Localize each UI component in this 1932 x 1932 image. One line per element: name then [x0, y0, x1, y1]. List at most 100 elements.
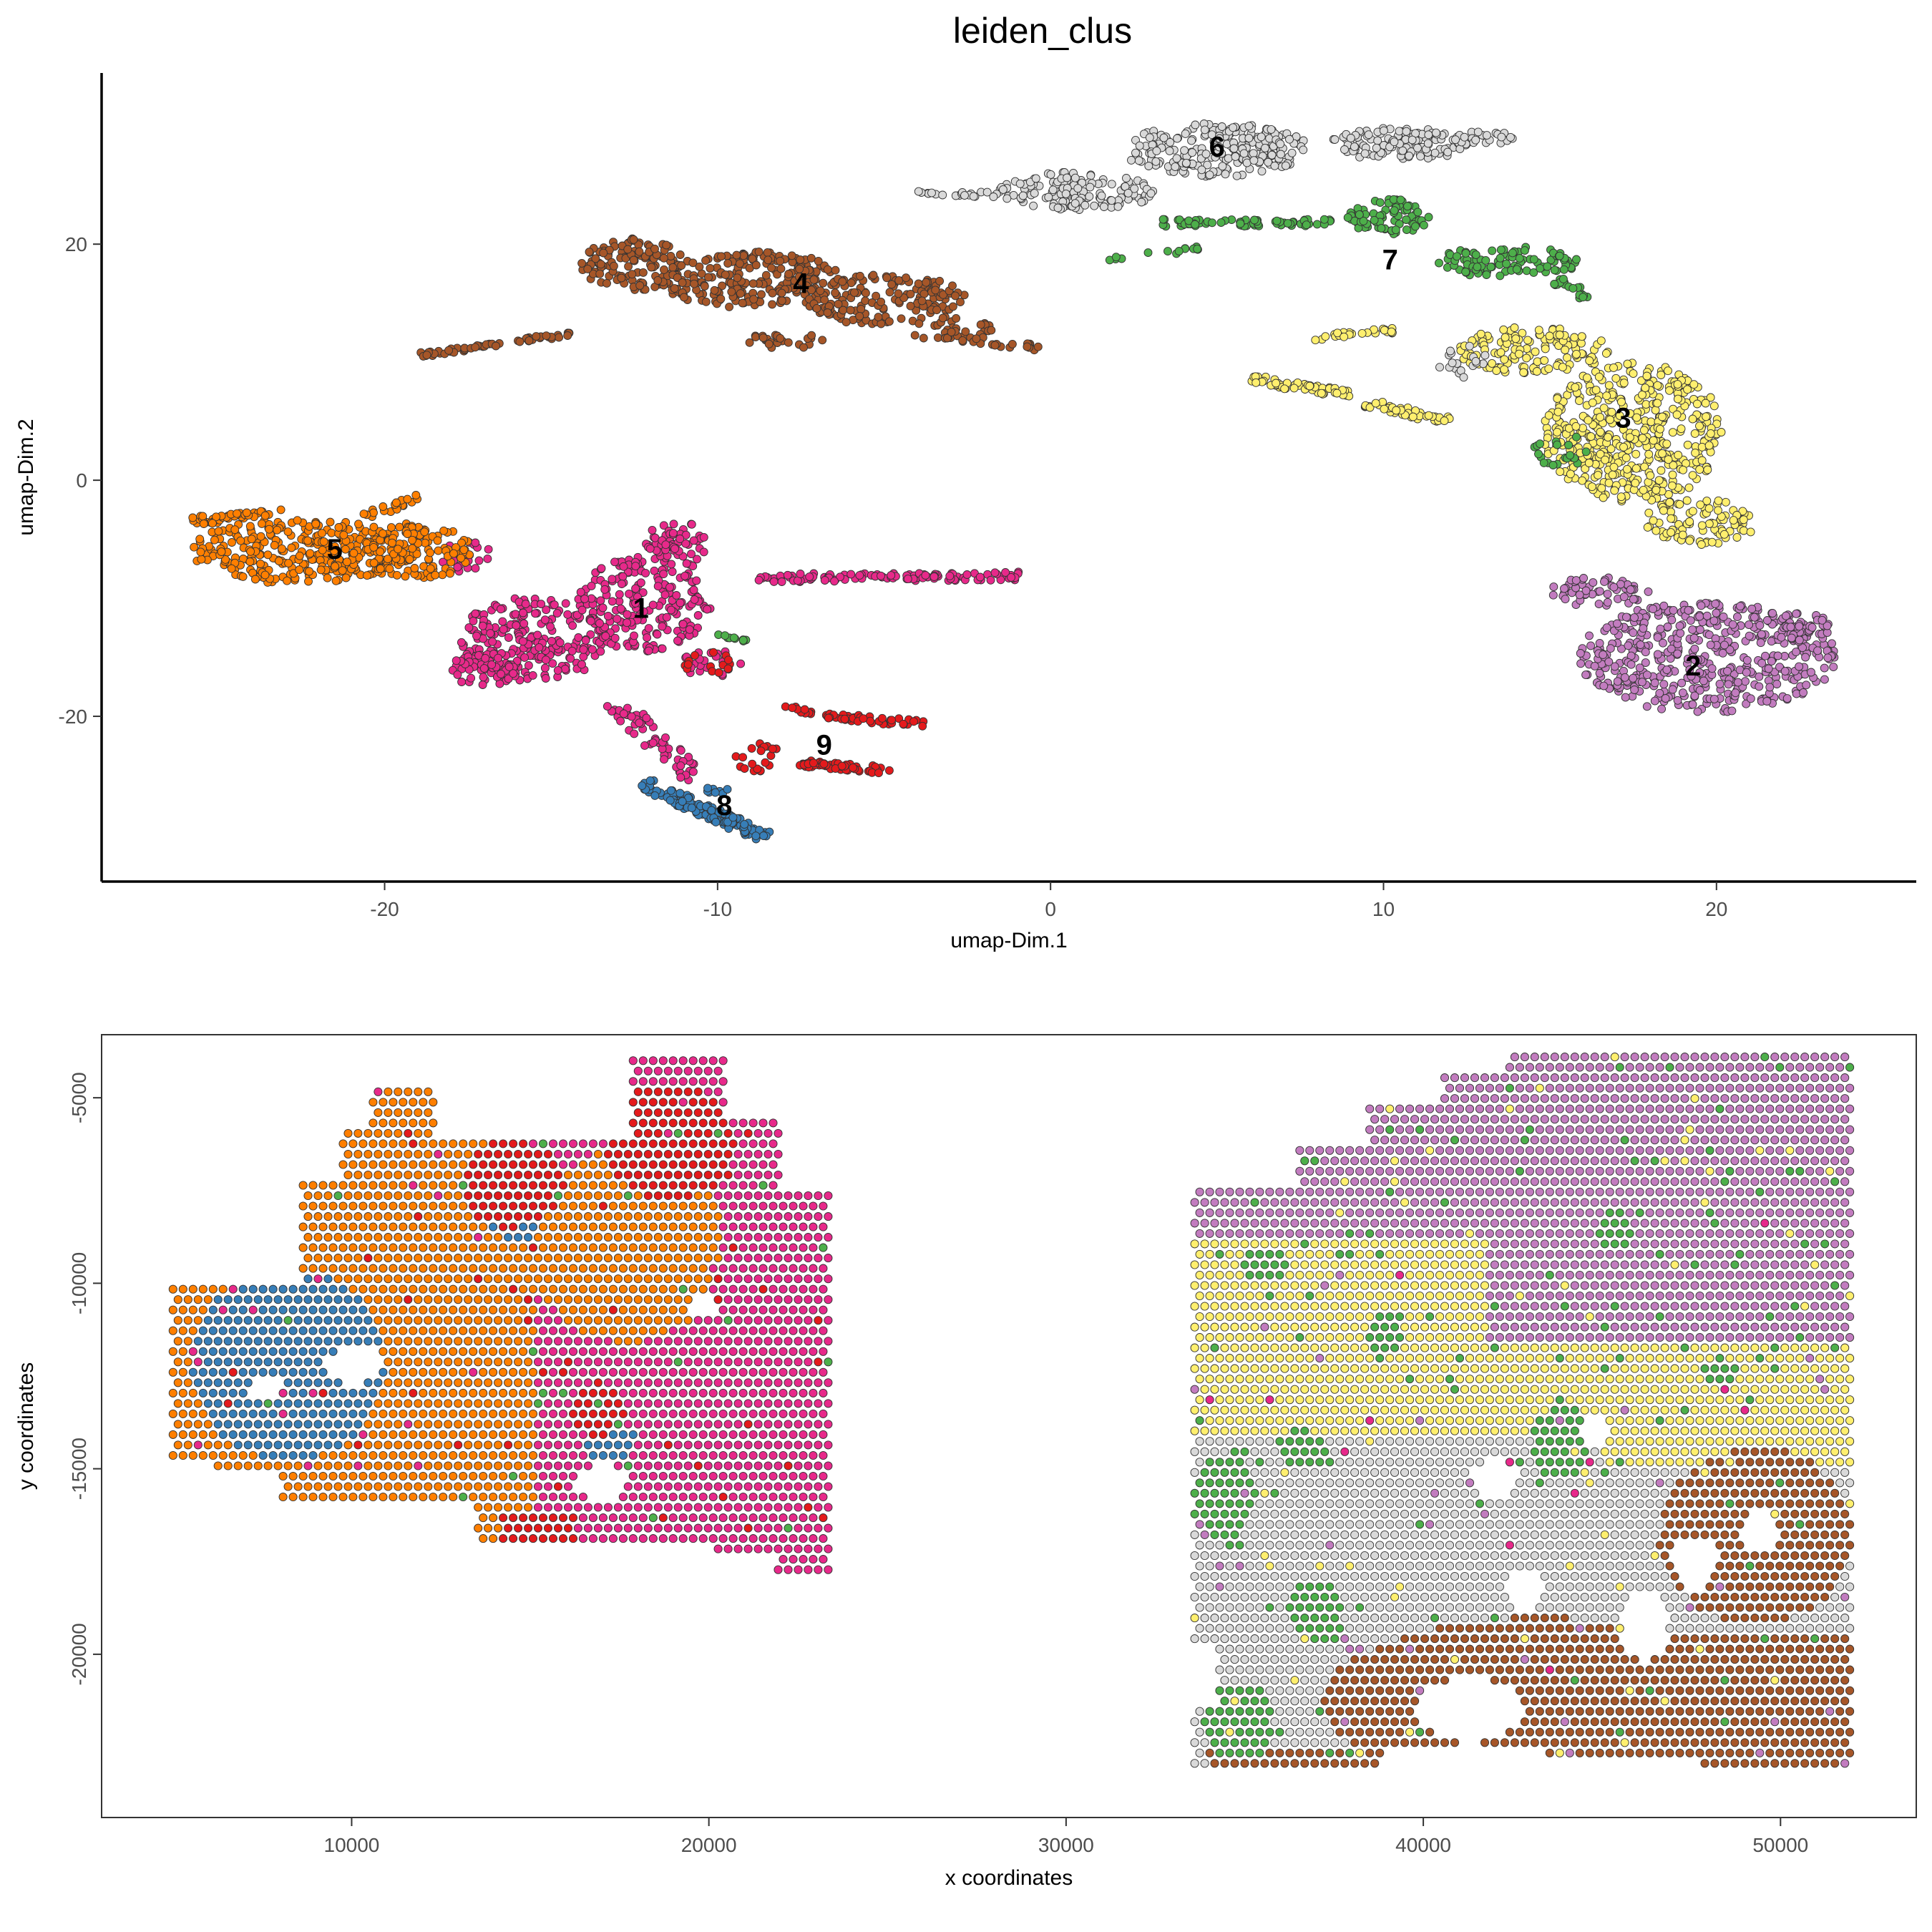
umap-point-cluster-3	[1656, 424, 1664, 434]
umap-point-cluster-4	[629, 255, 638, 265]
umap-points	[188, 119, 1839, 844]
spatial-spot-cluster-5	[573, 1191, 582, 1201]
umap-point-cluster-7	[1550, 265, 1559, 275]
spatial-spot-cluster-1	[819, 1201, 828, 1211]
umap-cluster-label-7: 7	[1382, 245, 1398, 276]
spatial-spot-cluster-9	[698, 1139, 708, 1148]
umap-point-cluster-1	[643, 633, 652, 643]
umap-point-cluster-6	[1465, 341, 1474, 351]
spatial-spot-cluster-5	[384, 1087, 393, 1096]
umap-point-cluster-6	[914, 187, 923, 196]
spatial-spot-cluster-1	[758, 1139, 768, 1148]
spatial-spot-cluster-9	[489, 1201, 498, 1211]
umap-point-cluster-2	[1746, 694, 1755, 703]
umap-point-cluster-3	[1683, 440, 1692, 449]
umap-point-cluster-5	[305, 567, 313, 576]
spatial-spot-cluster-5	[318, 1181, 328, 1190]
umap-point-cluster-1	[644, 646, 653, 655]
spatial-spot-cluster-9	[668, 1118, 678, 1128]
umap-point-cluster-4	[784, 338, 793, 347]
umap-point-cluster-4	[577, 258, 587, 268]
umap-point-cluster-1	[640, 741, 649, 750]
spatial-spot-cluster-9	[648, 1160, 658, 1169]
umap-point-cluster-2	[1745, 620, 1754, 630]
umap-point-cluster-2	[1736, 602, 1745, 611]
umap-point-cluster-3	[1665, 386, 1674, 395]
spatial-spot-cluster-5	[424, 1108, 433, 1117]
umap-point-cluster-2	[1807, 668, 1815, 677]
umap-point-cluster-3	[1533, 357, 1542, 366]
umap-point-cluster-4	[583, 264, 592, 273]
spatial-spot-cluster-9	[673, 1170, 683, 1180]
umap-point-cluster-4	[758, 333, 768, 342]
umap-point-cluster-3	[1685, 536, 1694, 545]
umap-point-cluster-2	[1724, 680, 1733, 689]
umap-point-cluster-2	[1719, 613, 1728, 621]
spatial-spot-cluster-9	[663, 1170, 673, 1180]
spatial-spot-cluster-9	[683, 1087, 693, 1096]
umap-point-cluster-3	[1667, 528, 1676, 537]
umap-point-cluster-3	[1597, 484, 1606, 493]
umap-point-cluster-4	[846, 306, 855, 315]
umap-point-cluster-7	[1111, 253, 1121, 262]
umap-point-cluster-3	[1340, 332, 1349, 341]
spatial-spot-cluster-5	[399, 1098, 408, 1107]
spatial-spot-cluster-9	[519, 1181, 528, 1190]
umap-point-cluster-4	[764, 339, 774, 348]
umap-point-cluster-3	[1739, 515, 1748, 525]
spatial-spot-cluster-7	[333, 1191, 343, 1201]
umap-point-cluster-6	[1031, 174, 1040, 183]
spatial-spot-cluster-9	[688, 1098, 698, 1107]
umap-point-cluster-1	[579, 645, 588, 654]
umap-point-cluster-1	[682, 559, 691, 568]
umap-point-cluster-1	[542, 605, 551, 615]
umap-point-cluster-2	[1657, 704, 1667, 713]
spatial-spot-cluster-1	[753, 1149, 763, 1159]
spatial-spot-cluster-5	[429, 1181, 438, 1190]
spatial-spot-cluster-5	[608, 1222, 618, 1231]
umap-point-cluster-1	[610, 633, 620, 643]
umap-point-cluster-8	[645, 776, 655, 785]
umap-point-cluster-7	[1581, 447, 1591, 457]
umap-point-cluster-6	[1435, 363, 1444, 372]
umap-point-cluster-2	[1709, 694, 1719, 703]
umap-point-cluster-2	[1549, 582, 1558, 592]
umap-point-cluster-3	[1571, 383, 1580, 392]
umap-point-cluster-3	[1492, 366, 1501, 375]
umap-point-cluster-3	[1496, 348, 1506, 357]
spatial-spot-cluster-9	[703, 1128, 713, 1138]
spatial-spot-cluster-5	[568, 1201, 578, 1211]
spatial-spot-cluster-9	[673, 1108, 683, 1117]
spatial-spot-cluster-1	[748, 1201, 758, 1211]
umap-point-cluster-3	[1305, 381, 1314, 391]
umap-point-cluster-1	[990, 568, 1000, 577]
umap-point-cluster-4	[690, 279, 698, 288]
spatial-spot-cluster-1	[758, 1160, 768, 1169]
umap-point-cluster-2	[1606, 644, 1615, 653]
umap-point-cluster-3	[1500, 365, 1509, 374]
spatial-spot-cluster-9	[489, 1139, 498, 1148]
umap-point-cluster-3	[1631, 449, 1641, 459]
umap-point-cluster-1	[488, 637, 497, 646]
umap-point-cluster-2	[1613, 677, 1622, 686]
umap-point-cluster-1	[471, 609, 480, 618]
spatial-spot-cluster-5	[593, 1212, 602, 1221]
spatial-spot-cluster-9	[499, 1181, 508, 1190]
umap-point-cluster-5	[303, 536, 313, 545]
spatial-spot-cluster-5	[419, 1098, 428, 1107]
umap-point-cluster-1	[472, 631, 481, 640]
umap-point-cluster-2	[1659, 601, 1669, 610]
umap-point-cluster-1	[653, 582, 663, 591]
spatial-spot-cluster-5	[353, 1170, 363, 1180]
umap-point-cluster-3	[1541, 344, 1550, 353]
spatial-spot-cluster-5	[643, 1212, 653, 1221]
umap-point-cluster-1	[497, 669, 505, 678]
umap-point-cluster-5	[316, 565, 326, 575]
umap-point-cluster-3	[1611, 374, 1621, 383]
umap-point-cluster-6	[1152, 146, 1161, 155]
spatial-spot-cluster-5	[419, 1160, 428, 1169]
spatial-spot-cluster-9	[708, 1098, 718, 1107]
umap-point-cluster-2	[1720, 640, 1729, 650]
